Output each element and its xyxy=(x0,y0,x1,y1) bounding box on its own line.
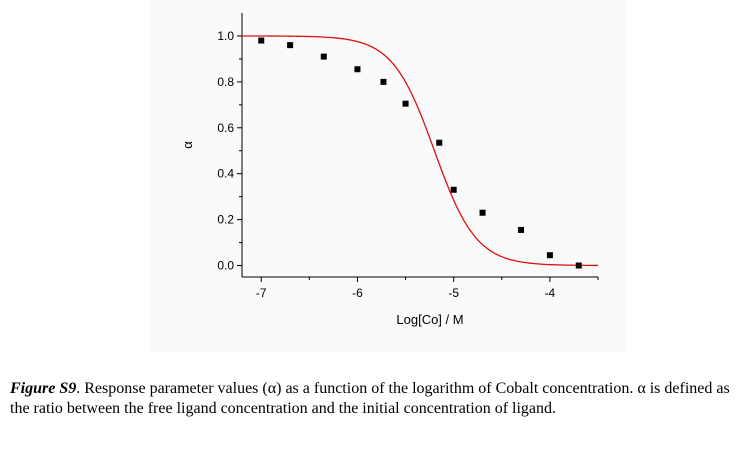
y-axis-title: α xyxy=(180,141,195,149)
data-point xyxy=(402,100,409,107)
data-point xyxy=(450,186,457,193)
x-tick-label: -6 xyxy=(352,286,363,300)
data-point xyxy=(518,226,525,233)
axis-labels: 0.0 0.2 0.4 0.6 0.8 1.0 -7 -6 -5 -4 Log[Co] / M α xyxy=(180,29,556,327)
caption-text: . Response parameter values (α) as a fun… xyxy=(10,380,730,417)
x-tick-label: -7 xyxy=(256,286,267,300)
fit-curve xyxy=(242,35,599,267)
data-point xyxy=(380,78,387,85)
fit-curve-group xyxy=(242,35,599,267)
y-tick-label: 1.0 xyxy=(217,29,234,43)
y-tick-label: 0.0 xyxy=(217,259,234,273)
x-axis-title: Log[Co] / M xyxy=(396,312,463,327)
data-point xyxy=(436,139,443,146)
figure-caption: Figure S9. Response parameter values (α)… xyxy=(10,379,738,419)
x-tick-label: -4 xyxy=(545,286,556,300)
axes xyxy=(237,13,599,282)
figure-label: Figure S9 xyxy=(10,380,77,397)
y-tick-label: 0.6 xyxy=(217,121,234,135)
data-point xyxy=(287,42,294,49)
x-tick-label: -5 xyxy=(448,286,459,300)
figure-area: 0.0 0.2 0.4 0.6 0.8 1.0 -7 -6 -5 -4 Log[Co] / M α xyxy=(150,0,625,352)
data-point xyxy=(320,53,327,60)
y-tick-label: 0.2 xyxy=(217,213,234,227)
data-point xyxy=(354,66,361,73)
y-tick-label: 0.8 xyxy=(217,75,234,89)
data-points xyxy=(258,37,582,269)
data-point xyxy=(546,252,553,259)
data-point xyxy=(575,262,582,269)
y-tick-label: 0.4 xyxy=(217,167,234,181)
chart: 0.0 0.2 0.4 0.6 0.8 1.0 -7 -6 -5 -4 Log[Co] / M α xyxy=(180,13,599,327)
data-point xyxy=(258,37,265,44)
data-point xyxy=(479,209,486,216)
